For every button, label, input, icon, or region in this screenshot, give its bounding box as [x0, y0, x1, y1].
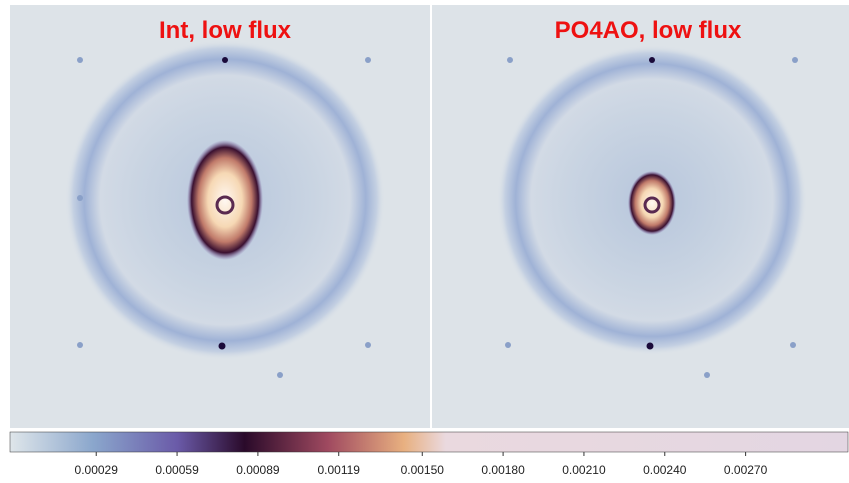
panel-title: PO4AO, low flux — [555, 17, 742, 44]
tick-label: 0.00119 — [317, 463, 360, 477]
colorbar — [9, 431, 849, 453]
tick-label: 0.00240 — [643, 463, 687, 477]
tick-label: 0.00150 — [401, 463, 445, 477]
tick-label: 0.00029 — [75, 463, 119, 477]
tick-label: 0.00210 — [562, 463, 606, 477]
tick-label: 0.00059 — [155, 463, 199, 477]
tick-label: 0.00270 — [724, 463, 768, 477]
tick-label: 0.00180 — [481, 463, 525, 477]
panel-right: PO4AO, low flux — [432, 5, 849, 428]
tick-label: 0.00089 — [236, 463, 280, 477]
panel-title: Int, low flux — [159, 17, 292, 44]
panel-left: Int, low flux — [10, 5, 430, 428]
